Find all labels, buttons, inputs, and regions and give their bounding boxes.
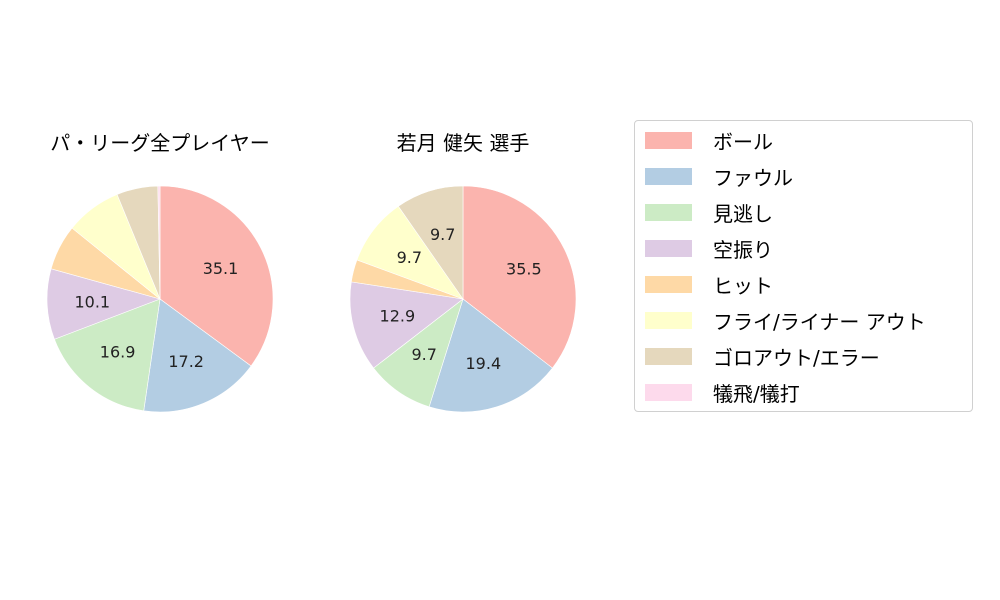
pie-slice: [349, 281, 464, 369]
slice-value-label: 19.4: [466, 354, 502, 373]
left-chart-title: パ・リーグ全プレイヤー: [50, 131, 270, 155]
pie-slice: [428, 298, 553, 413]
league-pie-chart: 35.1 17.2 16.9 10.1: [46, 185, 274, 413]
legend-label: ゴロアウト/エラー: [713, 345, 880, 370]
legend-swatch-swinging-strike: [645, 239, 692, 257]
pie-slice: [397, 185, 464, 300]
pie-slice: [46, 268, 161, 340]
legend-swatch-fly-liner-out: [645, 311, 692, 329]
legend-label: ヒット: [713, 273, 773, 298]
legend-swatch-hit: [645, 275, 692, 293]
slice-value-label: 17.2: [168, 352, 204, 371]
legend-item-called-strike: 見逃し: [645, 200, 773, 226]
legend-item-sacrifice: 犠飛/犠打: [645, 380, 800, 406]
slice-value-label: 35.1: [203, 259, 239, 278]
legend-item-ball: ボール: [645, 128, 773, 154]
player-pie-chart: 35.5 19.4 9.7 12.9 9.7 9.7: [349, 185, 577, 413]
slice-value-label: 9.7: [397, 248, 422, 267]
legend-item-swinging-strike: 空振り: [645, 236, 773, 262]
pie-slice: [462, 185, 577, 369]
pie-slice: [143, 298, 252, 413]
legend-swatch-sacrifice: [645, 383, 692, 401]
slice-value-label: 16.9: [100, 342, 136, 361]
slice-value-label: 35.5: [506, 260, 542, 279]
legend-item-hit: ヒット: [645, 272, 773, 298]
pie-slice: [54, 298, 161, 412]
pie-slice: [159, 185, 274, 367]
legend-label: 犠飛/犠打: [713, 381, 800, 406]
legend-swatch-called-strike: [645, 203, 692, 221]
right-chart-title: 若月 健矢 選手: [396, 131, 530, 155]
legend-swatch-ball: [645, 131, 692, 149]
legend-label: 空振り: [713, 237, 773, 262]
legend-label: ファウル: [713, 165, 793, 190]
slice-value-label: 10.1: [74, 293, 110, 312]
slice-value-label: 9.7: [430, 225, 455, 244]
legend: ボール ファウル 見逃し 空振り ヒット フライ/ライナー アウト ゴロアウト/…: [634, 120, 973, 412]
legend-item-fly-liner-out: フライ/ライナー アウト: [645, 308, 926, 334]
legend-item-foul: ファウル: [645, 164, 793, 190]
legend-label: 見逃し: [713, 201, 773, 226]
legend-label: フライ/ライナー アウト: [713, 309, 926, 334]
slice-value-label: 9.7: [411, 345, 436, 364]
pie-slice: [157, 185, 161, 300]
legend-swatch-ground-out-error: [645, 347, 692, 365]
slice-value-label: 12.9: [380, 306, 416, 325]
legend-item-ground-out-error: ゴロアウト/エラー: [645, 344, 880, 370]
legend-swatch-foul: [645, 167, 692, 185]
legend-label: ボール: [713, 129, 773, 154]
